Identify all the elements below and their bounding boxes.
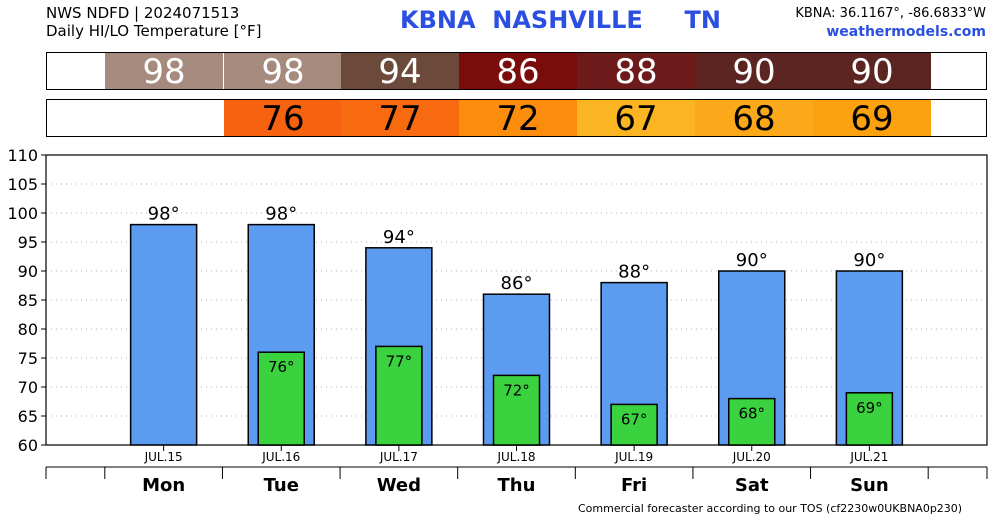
lo-bar-label: 69° (856, 399, 883, 417)
site-link[interactable]: weathermodels.com (826, 24, 986, 40)
lo-bar (845, 392, 894, 446)
source-line: NWS NDFD | 2024071513 (46, 4, 240, 22)
lo-strip-cell (105, 100, 223, 136)
date-label: JUL.18 (496, 450, 535, 464)
day-label: Tue (264, 475, 299, 496)
lo-bar (610, 403, 658, 446)
hi-strip-cell: 90 (695, 53, 813, 91)
y-tick-label: 90 (18, 262, 38, 281)
date-label: JUL.15 (144, 450, 183, 464)
day-label: Sat (735, 475, 769, 496)
y-tick-label: 70 (18, 378, 38, 397)
date-label: JUL.20 (732, 450, 771, 464)
hi-bar-label: 94° (383, 227, 415, 248)
day-label: Thu (498, 475, 536, 496)
day-label: Mon (142, 475, 185, 496)
lo-strip-cell: 68 (695, 100, 813, 138)
day-label: Fri (621, 475, 647, 496)
hi-bar-label: 98° (265, 204, 297, 225)
lo-bar-label: 76° (268, 358, 295, 376)
product-line: Daily HI/LO Temperature [°F] (46, 22, 262, 40)
lo-bar (257, 351, 305, 446)
hi-strip-cell: 98 (105, 53, 223, 91)
product-header: NWS NDFD | 2024071513 Daily HI/LO Temper… (46, 4, 262, 40)
lo-strip-cell: 67 (577, 100, 695, 138)
lo-bar (375, 345, 423, 446)
lo-strip-cell: 76 (224, 100, 342, 138)
date-label: JUL.21 (849, 450, 888, 464)
hi-bar-label: 90° (853, 250, 885, 271)
y-tick-label: 110 (7, 146, 38, 165)
y-tick-label: 85 (18, 291, 38, 310)
lo-bar-label: 68° (738, 405, 765, 423)
lo-bar-label: 72° (503, 381, 530, 399)
date-label: JUL.19 (614, 450, 653, 464)
day-label: Sun (850, 475, 889, 496)
hi-strip-cell: 98 (224, 53, 342, 91)
day-label: Wed (377, 475, 421, 496)
y-tick-label: 95 (18, 233, 38, 252)
date-label: JUL.16 (261, 450, 300, 464)
location-header: KBNA: 36.1167°, -86.6833°W weathermodels… (795, 5, 986, 41)
coords: KBNA: 36.1167°, -86.6833°W (795, 6, 986, 21)
lo-strip-cell: 77 (341, 100, 459, 138)
hi-strip-cell: 86 (459, 53, 577, 91)
lo-strip-cell: 69 (813, 100, 931, 138)
y-tick-label: 60 (18, 436, 38, 455)
hi-bar-label: 90° (736, 250, 768, 271)
hi-strip-cell: 94 (341, 53, 459, 91)
y-tick-label: 80 (18, 320, 38, 339)
hi-strip-cell: 88 (577, 53, 695, 91)
lo-bar (728, 397, 776, 446)
y-tick-label: 100 (7, 204, 38, 223)
station-title: KBNA NASHVILLE TN (400, 6, 722, 34)
lo-bar-label: 67° (621, 410, 648, 428)
hi-temp-strip: 98 98 94 86 88 90 90 (46, 52, 987, 91)
hi-strip-cell: 90 (813, 53, 931, 91)
lo-temp-strip: 76 77 72 67 68 69 (46, 99, 987, 138)
hi-bar-label: 98° (148, 204, 180, 225)
lo-bar-label: 77° (386, 352, 413, 370)
hi-bar (129, 223, 198, 446)
hi-bar-label: 86° (501, 273, 533, 294)
y-tick-label: 75 (18, 349, 38, 368)
y-tick-label: 65 (18, 407, 38, 426)
date-label: JUL.17 (379, 450, 418, 464)
hi-bar-label: 88° (618, 262, 650, 283)
y-tick-label: 105 (7, 175, 38, 194)
lo-strip-cell: 72 (459, 100, 577, 138)
footer-note: Commercial forecaster according to our T… (578, 502, 963, 515)
